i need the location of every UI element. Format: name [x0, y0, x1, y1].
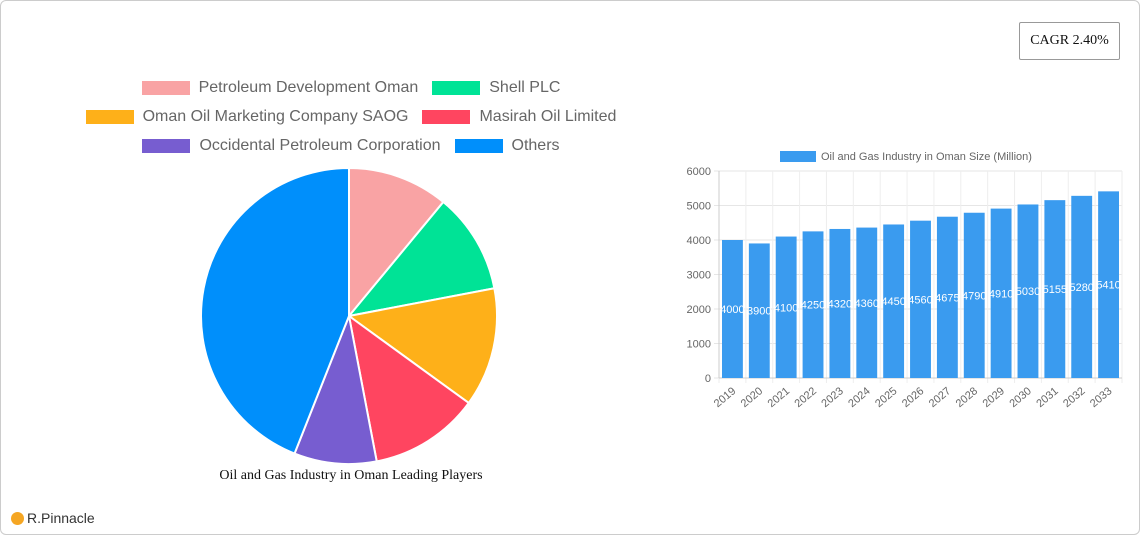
- x-tick-label: 2030: [1007, 385, 1033, 410]
- legend-label: Petroleum Development Oman: [198, 78, 419, 96]
- bar[interactable]: [829, 228, 851, 378]
- logo-icon: [11, 511, 24, 525]
- x-tick-label: 2021: [766, 385, 792, 410]
- data-label: 4450: [881, 296, 905, 308]
- legend-item[interactable]: Shell PLC: [432, 79, 560, 97]
- data-label: 5410: [1096, 280, 1120, 292]
- y-tick-label: 1000: [687, 339, 711, 351]
- legend-swatch: [454, 138, 503, 153]
- bar-legend-swatch: [780, 151, 816, 162]
- pie-slice[interactable]: [346, 287, 498, 405]
- data-label: 4560: [908, 294, 932, 306]
- pie-slice[interactable]: [348, 166, 445, 319]
- data-label: 4790: [962, 290, 986, 302]
- bar[interactable]: [856, 227, 878, 378]
- y-tick-label: 2000: [687, 304, 711, 316]
- legend-item[interactable]: Others: [454, 136, 560, 155]
- x-tick-label: 2020: [739, 385, 765, 410]
- bar[interactable]: [775, 236, 797, 378]
- x-tick-label: 2019: [712, 385, 738, 410]
- legend-label: Masirah Oil Limited: [479, 107, 617, 125]
- data-label: 5030: [1016, 286, 1040, 298]
- x-tick-label: 2026: [900, 385, 926, 410]
- legend-row: Petroleum Development Oman Shell PLC: [41, 73, 661, 102]
- x-tick-label: 2033: [1088, 385, 1114, 410]
- legend-item[interactable]: Occidental Petroleum Corporation: [142, 136, 441, 155]
- y-tick-label: 5000: [687, 201, 711, 213]
- x-tick-label: 2027: [927, 385, 953, 410]
- bar[interactable]: [936, 216, 958, 378]
- brand-name: R.Pinnacle: [27, 510, 95, 526]
- data-label: 3900: [747, 306, 771, 318]
- pie-slice[interactable]: [200, 166, 350, 455]
- legend-row: Occidental Petroleum Corporation Others: [41, 131, 661, 160]
- legend-row: Oman Oil Marketing Company SAOG Masirah O…: [41, 102, 661, 131]
- legend-swatch: [141, 80, 190, 95]
- bar[interactable]: [963, 212, 985, 378]
- x-tick-label: 2023: [819, 385, 845, 410]
- data-label: 4910: [989, 288, 1013, 300]
- y-tick-label: 3000: [687, 270, 711, 282]
- x-tick-label: 2022: [792, 385, 818, 410]
- bar[interactable]: [1044, 200, 1066, 378]
- bar[interactable]: [1071, 195, 1093, 378]
- x-tick-label: 2028: [954, 385, 980, 410]
- legend-swatch: [432, 80, 481, 95]
- pie-slice[interactable]: [346, 200, 496, 318]
- y-tick-label: 0: [705, 373, 711, 385]
- legend-swatch: [422, 109, 471, 124]
- legend-label: Others: [511, 136, 560, 154]
- legend-swatch: [142, 138, 191, 153]
- data-label: 5155: [1043, 284, 1067, 296]
- pie-chart: [200, 166, 498, 465]
- bar[interactable]: [883, 224, 905, 378]
- legend-label: Occidental Petroleum Corporation: [199, 136, 441, 154]
- bar[interactable]: [1098, 191, 1119, 378]
- x-tick-label: 2024: [846, 385, 872, 410]
- bar[interactable]: [748, 243, 770, 378]
- y-tick-label: 4000: [687, 235, 711, 247]
- cagr-badge: CAGR 2.40%: [1019, 22, 1120, 60]
- brand-logo: R.Pinnacle: [11, 510, 95, 526]
- y-tick-label: 6000: [687, 166, 711, 178]
- data-label: 4100: [774, 302, 798, 314]
- bar[interactable]: [910, 220, 931, 378]
- data-label: 4320: [828, 298, 852, 310]
- data-label: 5280: [1069, 282, 1093, 294]
- x-tick-label: 2029: [981, 385, 1007, 410]
- data-label: 4000: [720, 304, 744, 316]
- x-tick-label: 2025: [873, 385, 899, 410]
- pie-title: Oil and Gas Industry in Oman Leading Pla…: [219, 468, 483, 483]
- bar[interactable]: [802, 231, 824, 378]
- pie-slice[interactable]: [293, 312, 378, 465]
- bar[interactable]: [722, 240, 743, 378]
- bar-legend-label[interactable]: Oil and Gas Industry in Oman Size (Milli…: [821, 151, 1032, 163]
- legend-label: Shell PLC: [489, 78, 561, 96]
- bar[interactable]: [1017, 204, 1039, 378]
- legend-label: Oman Oil Marketing Company SAOG: [142, 107, 409, 125]
- data-label: 4360: [855, 298, 879, 310]
- legend-item[interactable]: Masirah Oil Limited: [422, 108, 616, 126]
- legend-swatch: [85, 109, 134, 124]
- data-label: 4250: [801, 300, 825, 312]
- pie-legend: Petroleum Development Oman Shell PLC Oman …: [41, 73, 661, 160]
- legend-item[interactable]: Oman Oil Marketing Company SAOG: [85, 107, 409, 126]
- x-tick-label: 2031: [1034, 385, 1060, 410]
- pie-slice[interactable]: [347, 313, 471, 463]
- x-tick-label: 2032: [1061, 385, 1087, 410]
- data-label: 4675: [935, 292, 959, 304]
- bar[interactable]: [990, 208, 1012, 378]
- legend-item[interactable]: Petroleum Development Oman: [141, 78, 419, 97]
